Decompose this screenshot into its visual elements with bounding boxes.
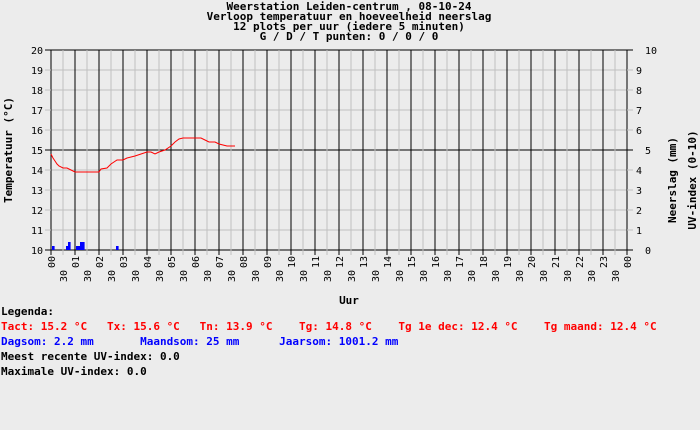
x-tick-label: 02 xyxy=(95,256,106,268)
y-tick-label: 11 xyxy=(31,226,43,237)
x-tick-label: 04 xyxy=(143,256,154,268)
precipitation-bar xyxy=(76,246,79,250)
x-axis-label: Uur xyxy=(339,294,359,307)
precipitation-bar xyxy=(66,246,69,250)
x-tick-label: 30 xyxy=(611,270,622,282)
weather-chart: Weerstation Leiden-centrum , 08-10-24Ver… xyxy=(2,0,699,307)
y2-axis-label-uv: UV-index (0-10) xyxy=(686,130,699,229)
x-tick-label: 30 xyxy=(179,270,190,282)
x-tick-label: 11 xyxy=(311,256,322,268)
x-tick-label: 30 xyxy=(515,270,526,282)
temperature-line xyxy=(50,137,235,173)
x-tick-label: 15 xyxy=(407,256,418,268)
y2-tick-label: 8 xyxy=(636,86,642,97)
precipitation-bar xyxy=(52,246,55,250)
chart-title-line: G / D / T punten: 0 / 0 / 0 xyxy=(260,30,439,43)
x-tick-label: 30 xyxy=(443,270,454,282)
x-tick-label: 30 xyxy=(59,270,70,282)
y-tick-label: 16 xyxy=(31,126,43,137)
y2-tick-label: 6 xyxy=(636,126,642,137)
x-tick-label: 10 xyxy=(287,256,298,268)
y2-tick-label: 10 xyxy=(645,46,657,57)
y-tick-label: 10 xyxy=(31,246,43,257)
legend-precipitation: Dagsom: 2.2 mm Maandsom: 25 mm Jaarsom: … xyxy=(1,335,399,348)
precipitation-bar xyxy=(82,242,85,250)
x-tick-label: 30 xyxy=(371,270,382,282)
y-axis-label: Temperatuur (°C) xyxy=(2,97,15,203)
x-tick-label: 30 xyxy=(203,270,214,282)
y-tick-label: 17 xyxy=(31,106,43,117)
chart-title-line: Weerstation Leiden-centrum , 08-10-24 xyxy=(226,0,471,13)
y-tick-label: 18 xyxy=(31,86,43,97)
x-tick-label: 03 xyxy=(119,256,130,268)
x-tick-label: 08 xyxy=(239,256,250,268)
x-tick-label: 30 xyxy=(563,270,574,282)
y-tick-label: 14 xyxy=(31,166,43,177)
x-tick-label: 30 xyxy=(467,270,478,282)
x-tick-label: 01 xyxy=(71,256,82,268)
x-tick-label: 19 xyxy=(503,256,514,268)
precipitation-bar xyxy=(78,246,81,250)
x-tick-label: 06 xyxy=(191,256,202,268)
x-tick-label: 00 xyxy=(47,256,58,268)
x-tick-label: 18 xyxy=(479,256,490,268)
x-tick-label: 30 xyxy=(539,270,550,282)
y-tick-label: 12 xyxy=(31,206,43,217)
x-tick-label: 07 xyxy=(215,256,226,268)
x-tick-label: 14 xyxy=(383,256,394,268)
x-tick-label: 30 xyxy=(491,270,502,282)
x-tick-label: 30 xyxy=(251,270,262,282)
x-tick-label: 00 xyxy=(623,256,634,268)
x-tick-label: 16 xyxy=(431,256,442,268)
x-tick-label: 30 xyxy=(275,270,286,282)
y2-tick-label: 1 xyxy=(636,226,642,237)
x-tick-label: 30 xyxy=(419,270,430,282)
legend-temperature: Tact: 15.2 °C Tx: 15.6 °C Tn: 13.9 °C Tg… xyxy=(1,320,657,333)
x-tick-label: 13 xyxy=(359,256,370,268)
x-tick-label: 30 xyxy=(395,270,406,282)
x-tick-label: 22 xyxy=(575,256,586,268)
x-tick-label: 30 xyxy=(587,270,598,282)
x-tick-label: 30 xyxy=(347,270,358,282)
chart-title-line: 12 plots per uur (iedere 5 minuten) xyxy=(233,20,465,33)
y2-tick-label: 9 xyxy=(636,66,642,77)
precipitation-bar xyxy=(80,242,83,250)
x-tick-label: 09 xyxy=(263,256,274,268)
y2-tick-label: 5 xyxy=(645,146,651,157)
x-tick-label: 30 xyxy=(131,270,142,282)
chart-title-line: Verloop temperatuur en hoeveelheid neers… xyxy=(207,10,492,23)
y2-tick-label: 7 xyxy=(636,106,642,117)
x-tick-label: 23 xyxy=(599,256,610,268)
x-tick-label: 30 xyxy=(107,270,118,282)
precipitation-bar xyxy=(68,242,71,250)
x-tick-label: 21 xyxy=(551,256,562,268)
legend-heading: Legenda: xyxy=(1,305,54,318)
x-tick-label: 12 xyxy=(335,256,346,268)
legend-uv-max: Maximale UV-index: 0.0 xyxy=(1,365,147,378)
y-tick-label: 13 xyxy=(31,186,43,197)
x-tick-label: 30 xyxy=(227,270,238,282)
x-tick-label: 30 xyxy=(299,270,310,282)
x-tick-label: 30 xyxy=(83,270,94,282)
x-tick-label: 17 xyxy=(455,256,466,268)
y-tick-label: 19 xyxy=(31,66,43,77)
x-tick-label: 20 xyxy=(527,256,538,268)
y-tick-label: 15 xyxy=(31,146,43,157)
y2-axis-label-rain: Neerslag (mm) xyxy=(666,137,679,223)
x-tick-label: 30 xyxy=(323,270,334,282)
y-tick-label: 20 xyxy=(31,46,43,57)
y2-tick-label: 2 xyxy=(636,206,642,217)
legend-uv-recent: Meest recente UV-index: 0.0 xyxy=(1,350,180,363)
y2-tick-label: 0 xyxy=(645,246,651,257)
x-tick-label: 30 xyxy=(155,270,166,282)
y2-tick-label: 3 xyxy=(636,186,642,197)
precipitation-bar xyxy=(116,246,119,250)
y2-tick-label: 4 xyxy=(636,166,642,177)
x-tick-label: 05 xyxy=(167,256,178,268)
